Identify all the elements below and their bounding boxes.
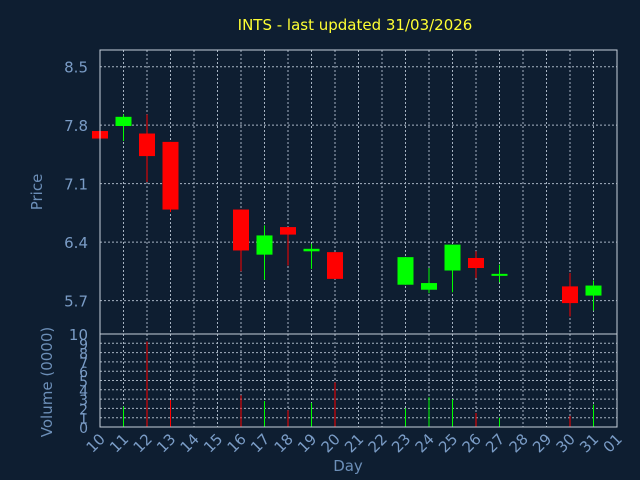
x-tick-label: 19 (294, 430, 320, 456)
x-tick-label: 20 (318, 430, 344, 456)
candle-body (233, 209, 249, 251)
price-tick-label: 7.1 (64, 176, 88, 194)
candle-body (562, 286, 578, 304)
price-tick-label: 7.8 (64, 117, 88, 135)
x-tick-label: 01 (600, 430, 626, 456)
candle-body (397, 257, 414, 285)
x-axis-label: Day (333, 457, 363, 475)
x-tick-label: 31 (576, 430, 602, 456)
candle-body (256, 235, 273, 255)
candle-body (421, 283, 437, 290)
x-tick-label: 18 (271, 430, 297, 456)
x-tick-label: 12 (130, 430, 156, 456)
volume-tick-label: 5 (79, 375, 88, 391)
candle-body (585, 285, 602, 296)
x-tick-label: 16 (224, 430, 250, 456)
volume-tick-label: 4 (79, 384, 88, 400)
x-tick-label: 28 (506, 430, 532, 456)
volume-tick-label: 2 (79, 402, 88, 418)
volume-tick-label: 9 (79, 337, 88, 353)
volume-tick-label: 10 (69, 326, 88, 344)
x-tick-label: 29 (529, 430, 555, 456)
volume-tick-label: 3 (79, 393, 88, 409)
x-tick-label: 21 (341, 430, 367, 456)
x-tick-label: 30 (553, 430, 579, 456)
x-tick-label: 13 (153, 430, 179, 456)
candle-body (444, 244, 461, 271)
price-panel: 5.7 6.4 7.1 7.8 8.5 (64, 49, 618, 335)
volume-tick-label: 0 (79, 421, 88, 437)
x-tick-label: 23 (388, 430, 414, 456)
volume-axis-label: Volume (0000) (38, 327, 56, 437)
x-tick-label: 24 (412, 430, 438, 456)
volume-tick-label: 6 (79, 365, 88, 381)
candle-body (491, 273, 508, 276)
price-axis-label: Price (28, 174, 46, 211)
price-tick-label: 8.5 (64, 59, 88, 77)
candle-body (468, 257, 484, 269)
volume-tick-label: 7 (79, 356, 88, 372)
chart-title: INTS - last updated 31/03/2026 (238, 16, 473, 34)
price-tick-label: 6.4 (64, 234, 88, 252)
x-tick-label: 22 (365, 430, 391, 456)
x-tick-label: 27 (482, 430, 508, 456)
x-tick-label: 25 (435, 430, 461, 456)
volume-frame (99, 333, 618, 428)
x-tick-label: 17 (247, 430, 273, 456)
volume-tick-label: 8 (79, 347, 88, 363)
candle-body (327, 252, 343, 279)
candle-body (280, 227, 296, 235)
x-tick-label: 15 (200, 430, 226, 456)
candle-body (115, 116, 132, 127)
x-tick-label: 11 (106, 430, 132, 456)
candle-body (139, 133, 155, 157)
volume-tick-label: 1 (79, 412, 88, 428)
price-tick-label: 5.7 (64, 293, 88, 311)
x-tick-label: 14 (177, 430, 203, 456)
x-tick-label: 26 (459, 430, 485, 456)
volume-panel: 1011121314151617181920212223242526272829… (69, 326, 626, 456)
candle-body (162, 141, 179, 210)
candle-body (303, 248, 320, 252)
